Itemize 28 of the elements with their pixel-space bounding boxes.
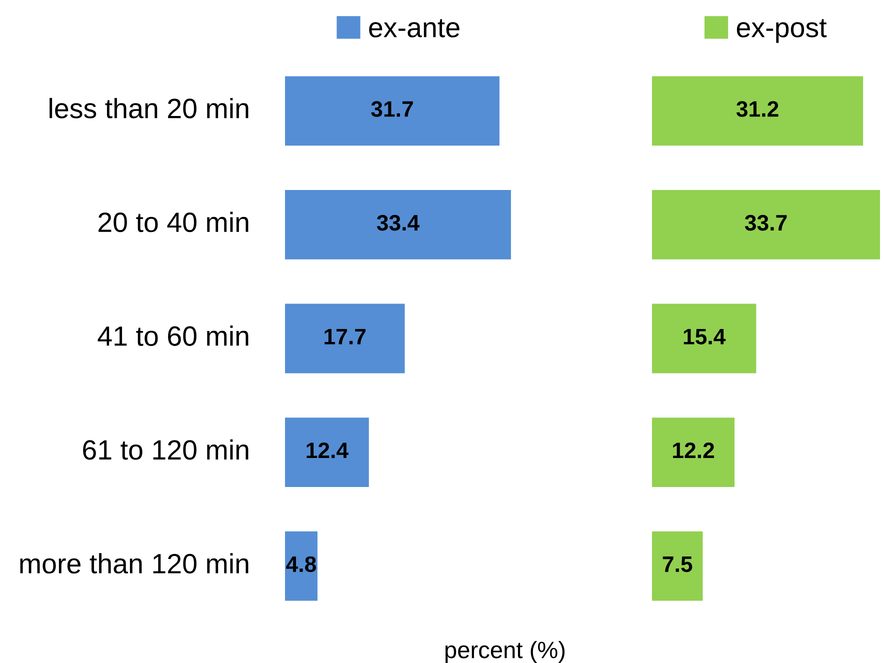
data-label: 12.2 (673, 442, 714, 458)
data-label: 33.4 (376, 214, 420, 231)
bar (285, 190, 511, 260)
bar (285, 304, 405, 374)
data-label: 12.4 (306, 442, 348, 458)
data-label: 31.2 (736, 101, 778, 117)
bar (652, 418, 735, 488)
y-tick-label: 41 to 60 min (98, 326, 248, 346)
y-tick-label: 20 to 40 min (98, 212, 248, 232)
data-label: 15.4 (684, 328, 726, 344)
y-tick-label: less than 20 min (50, 98, 248, 118)
x-axis-title: percent (%) (446, 640, 565, 663)
bar (285, 76, 500, 146)
y-tick-label: more than 120 min (20, 553, 248, 574)
data-label: 7.5 (662, 556, 692, 572)
legend-label: ex-post (736, 19, 827, 43)
bar (652, 190, 880, 260)
data-label: 31.7 (371, 101, 413, 117)
data-label: 4.8 (286, 556, 316, 572)
data-label: 33.7 (744, 214, 787, 231)
legend-label: ex-ante (369, 19, 460, 38)
bar (285, 531, 318, 601)
data-label: 17.7 (324, 328, 366, 344)
bar (652, 76, 864, 146)
bar (652, 531, 703, 601)
bar (285, 418, 369, 488)
bar (652, 304, 756, 374)
y-tick-label: 61 to 120 min (83, 439, 248, 460)
